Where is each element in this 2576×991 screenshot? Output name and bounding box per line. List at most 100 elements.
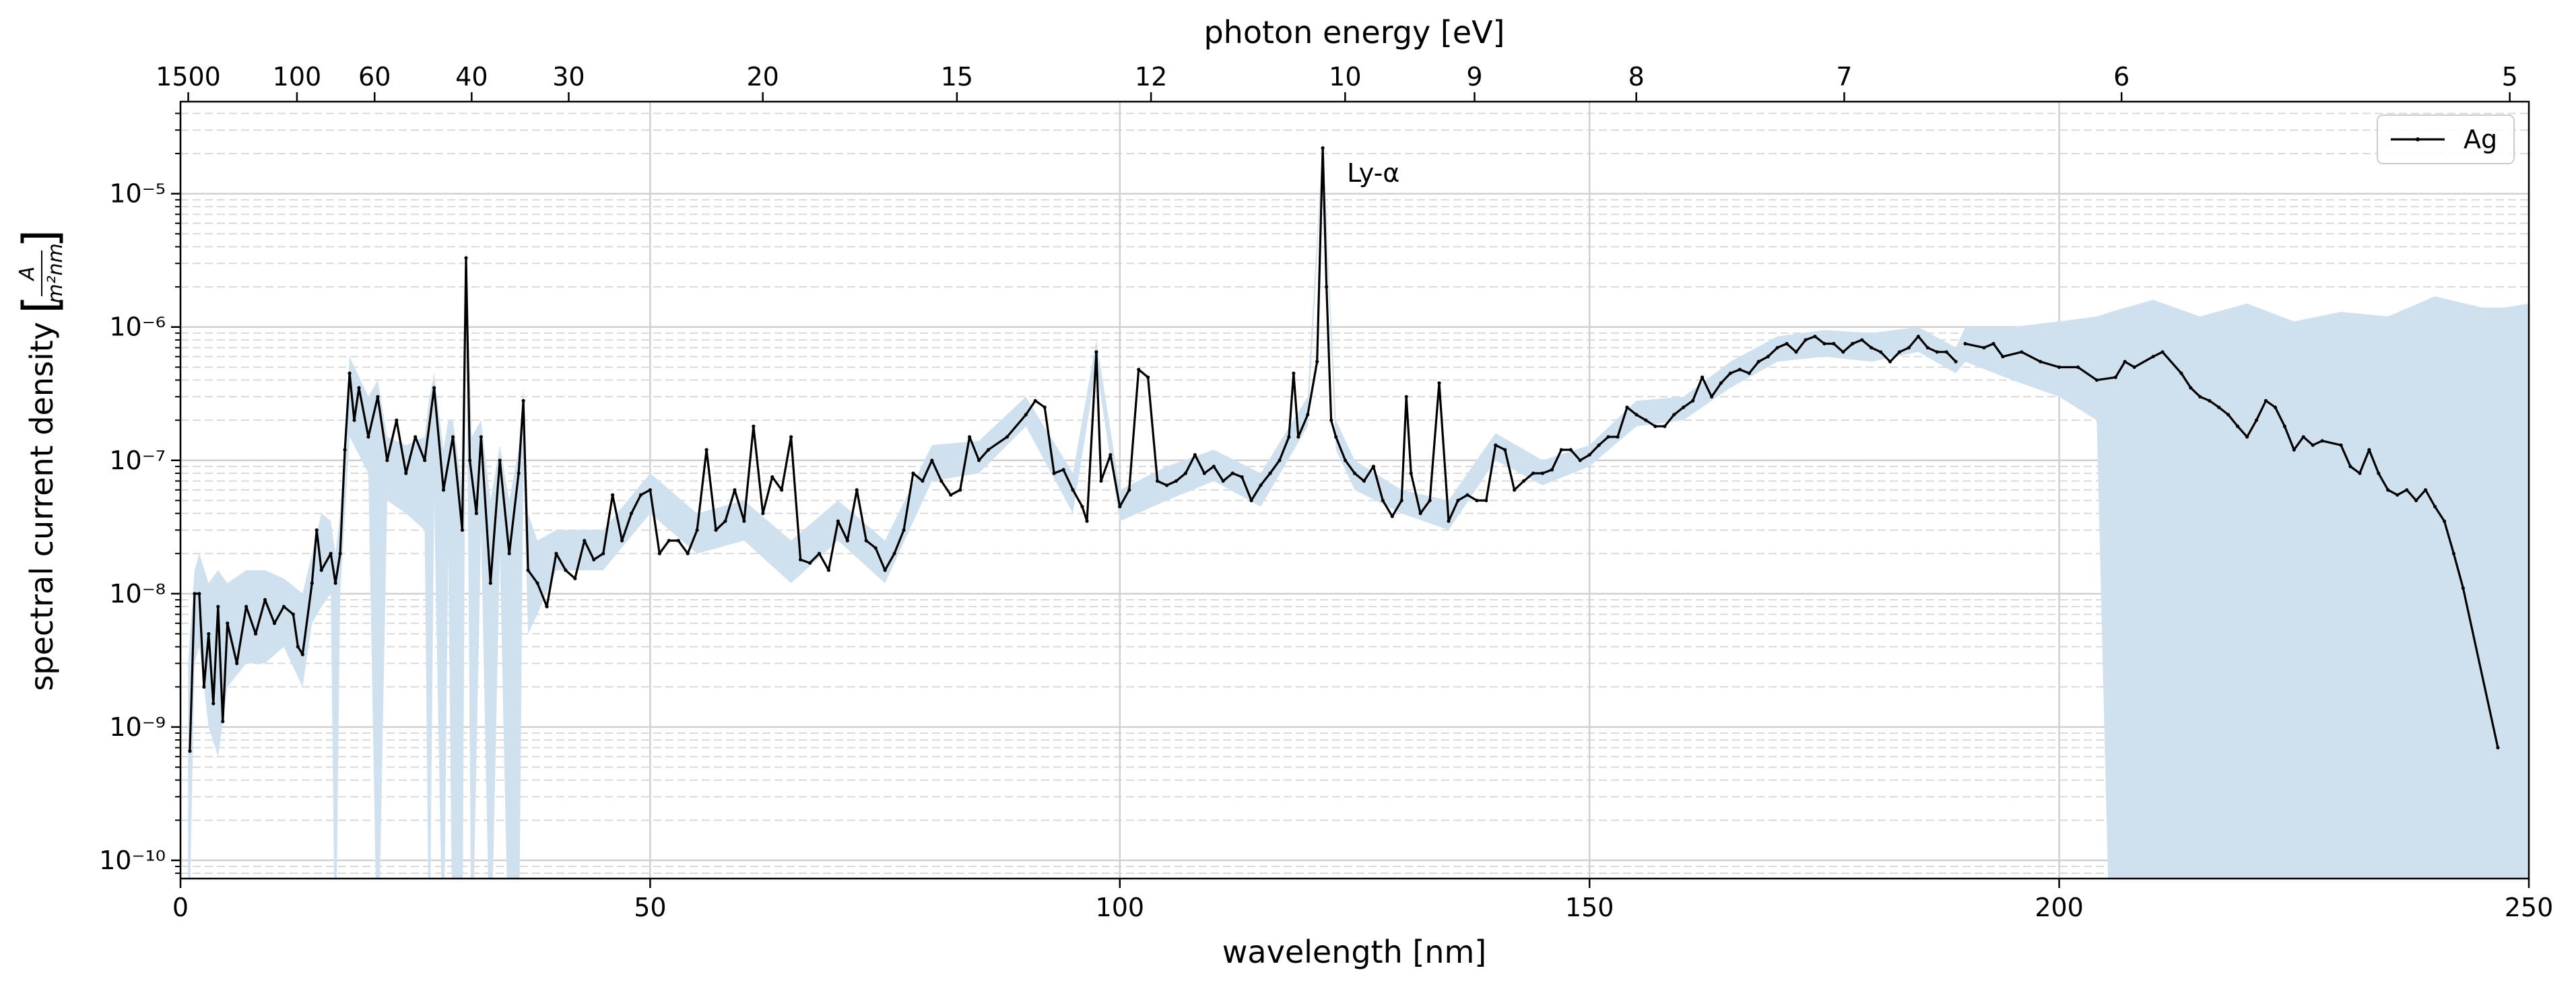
data-point	[1559, 448, 1563, 452]
data-point	[1578, 458, 1582, 463]
data-point	[798, 557, 803, 561]
data-point	[1399, 498, 1403, 503]
data-point	[188, 749, 192, 753]
data-point	[855, 488, 859, 492]
x2-tick-label: 8	[1628, 62, 1645, 92]
data-point	[883, 568, 887, 572]
data-point	[296, 645, 300, 649]
data-point	[300, 652, 304, 656]
data-point	[1521, 479, 1526, 483]
data-point	[235, 661, 239, 665]
data-point	[395, 418, 399, 422]
data-point	[366, 435, 370, 439]
data-point	[2151, 355, 2155, 359]
data-point	[1475, 498, 1479, 503]
y-tick-label: 10⁻⁶	[109, 312, 166, 342]
data-point	[1691, 399, 1695, 403]
data-point	[1212, 465, 1216, 469]
data-point	[1437, 381, 1441, 385]
data-point	[352, 418, 356, 422]
y-tick-label: 10⁻⁷	[109, 446, 166, 475]
data-point	[1954, 360, 1958, 364]
data-point	[1183, 471, 1188, 475]
x2-tick-label: 30	[552, 62, 585, 92]
data-point	[1860, 338, 1864, 342]
data-point	[526, 568, 530, 572]
data-point	[272, 621, 277, 625]
data-point	[517, 471, 521, 475]
data-point	[1321, 146, 1325, 150]
data-point	[1221, 479, 1225, 483]
data-point	[789, 435, 793, 439]
data-point	[873, 546, 878, 550]
bracket-right: ]	[13, 230, 68, 248]
data-point	[2451, 551, 2456, 555]
data-point	[2282, 424, 2286, 428]
data-point	[1325, 285, 1329, 289]
data-point	[1061, 468, 1065, 472]
data-point	[357, 386, 361, 390]
data-point	[263, 598, 267, 602]
data-point	[319, 568, 323, 572]
data-point	[432, 386, 436, 390]
data-point	[226, 621, 230, 625]
data-point	[2113, 375, 2117, 379]
x2-tick-label: 60	[358, 62, 391, 92]
data-point	[1653, 424, 1657, 428]
data-point	[2461, 586, 2465, 590]
legend: Ag	[2377, 114, 2515, 164]
data-point	[1080, 504, 1084, 509]
data-point	[1109, 452, 1113, 457]
data-point	[620, 539, 624, 543]
data-point	[1099, 479, 1103, 483]
data-point	[573, 576, 577, 580]
data-point	[1193, 452, 1197, 457]
data-point	[949, 493, 953, 497]
data-point	[921, 479, 925, 483]
x2-axis-label: photon energy [eV]	[1203, 14, 1505, 50]
data-point	[2386, 488, 2390, 492]
data-point	[441, 488, 446, 492]
data-point	[1352, 471, 1357, 475]
x2-tick-label: 15	[941, 62, 973, 92]
data-point	[2160, 350, 2165, 354]
data-point	[1043, 405, 1047, 409]
data-point	[2301, 435, 2305, 439]
data-point	[1465, 493, 1469, 497]
data-point	[1766, 355, 1770, 359]
data-point	[1634, 413, 1639, 417]
data-point	[1870, 345, 1874, 350]
data-point	[1381, 498, 1385, 503]
data-point	[498, 458, 502, 463]
data-point	[1738, 368, 1742, 372]
data-point	[742, 519, 746, 523]
data-point	[2076, 365, 2080, 369]
data-point	[193, 592, 197, 596]
data-point	[338, 551, 342, 555]
data-point	[1747, 371, 1751, 376]
data-point	[780, 488, 784, 492]
data-point	[207, 631, 211, 636]
data-point	[1804, 338, 1808, 342]
data-point	[686, 551, 690, 555]
data-point	[2442, 519, 2447, 523]
data-point	[253, 631, 258, 636]
data-point	[1146, 375, 1150, 379]
data-point	[545, 605, 549, 609]
data-point	[968, 435, 972, 439]
data-point	[1756, 360, 1760, 364]
data-point	[343, 448, 347, 452]
data-point	[845, 539, 849, 543]
x2-tick-label: 5	[2502, 62, 2518, 92]
data-point	[1606, 435, 1610, 439]
data-point	[2236, 424, 2240, 428]
data-point	[1775, 345, 1779, 350]
bracket-left: [	[13, 296, 68, 314]
data-point	[2226, 413, 2231, 417]
axes: 10⁻¹⁰ 10⁻⁹ 10⁻⁸ 10⁻⁷ 10⁻⁶ 10⁻⁵ 0 50 100 150 200 250…	[99, 62, 2553, 922]
legend-label: Ag	[2464, 125, 2497, 154]
data-point	[2358, 471, 2362, 475]
x2-tick-label: 20	[746, 62, 779, 92]
data-point	[1033, 399, 1037, 403]
